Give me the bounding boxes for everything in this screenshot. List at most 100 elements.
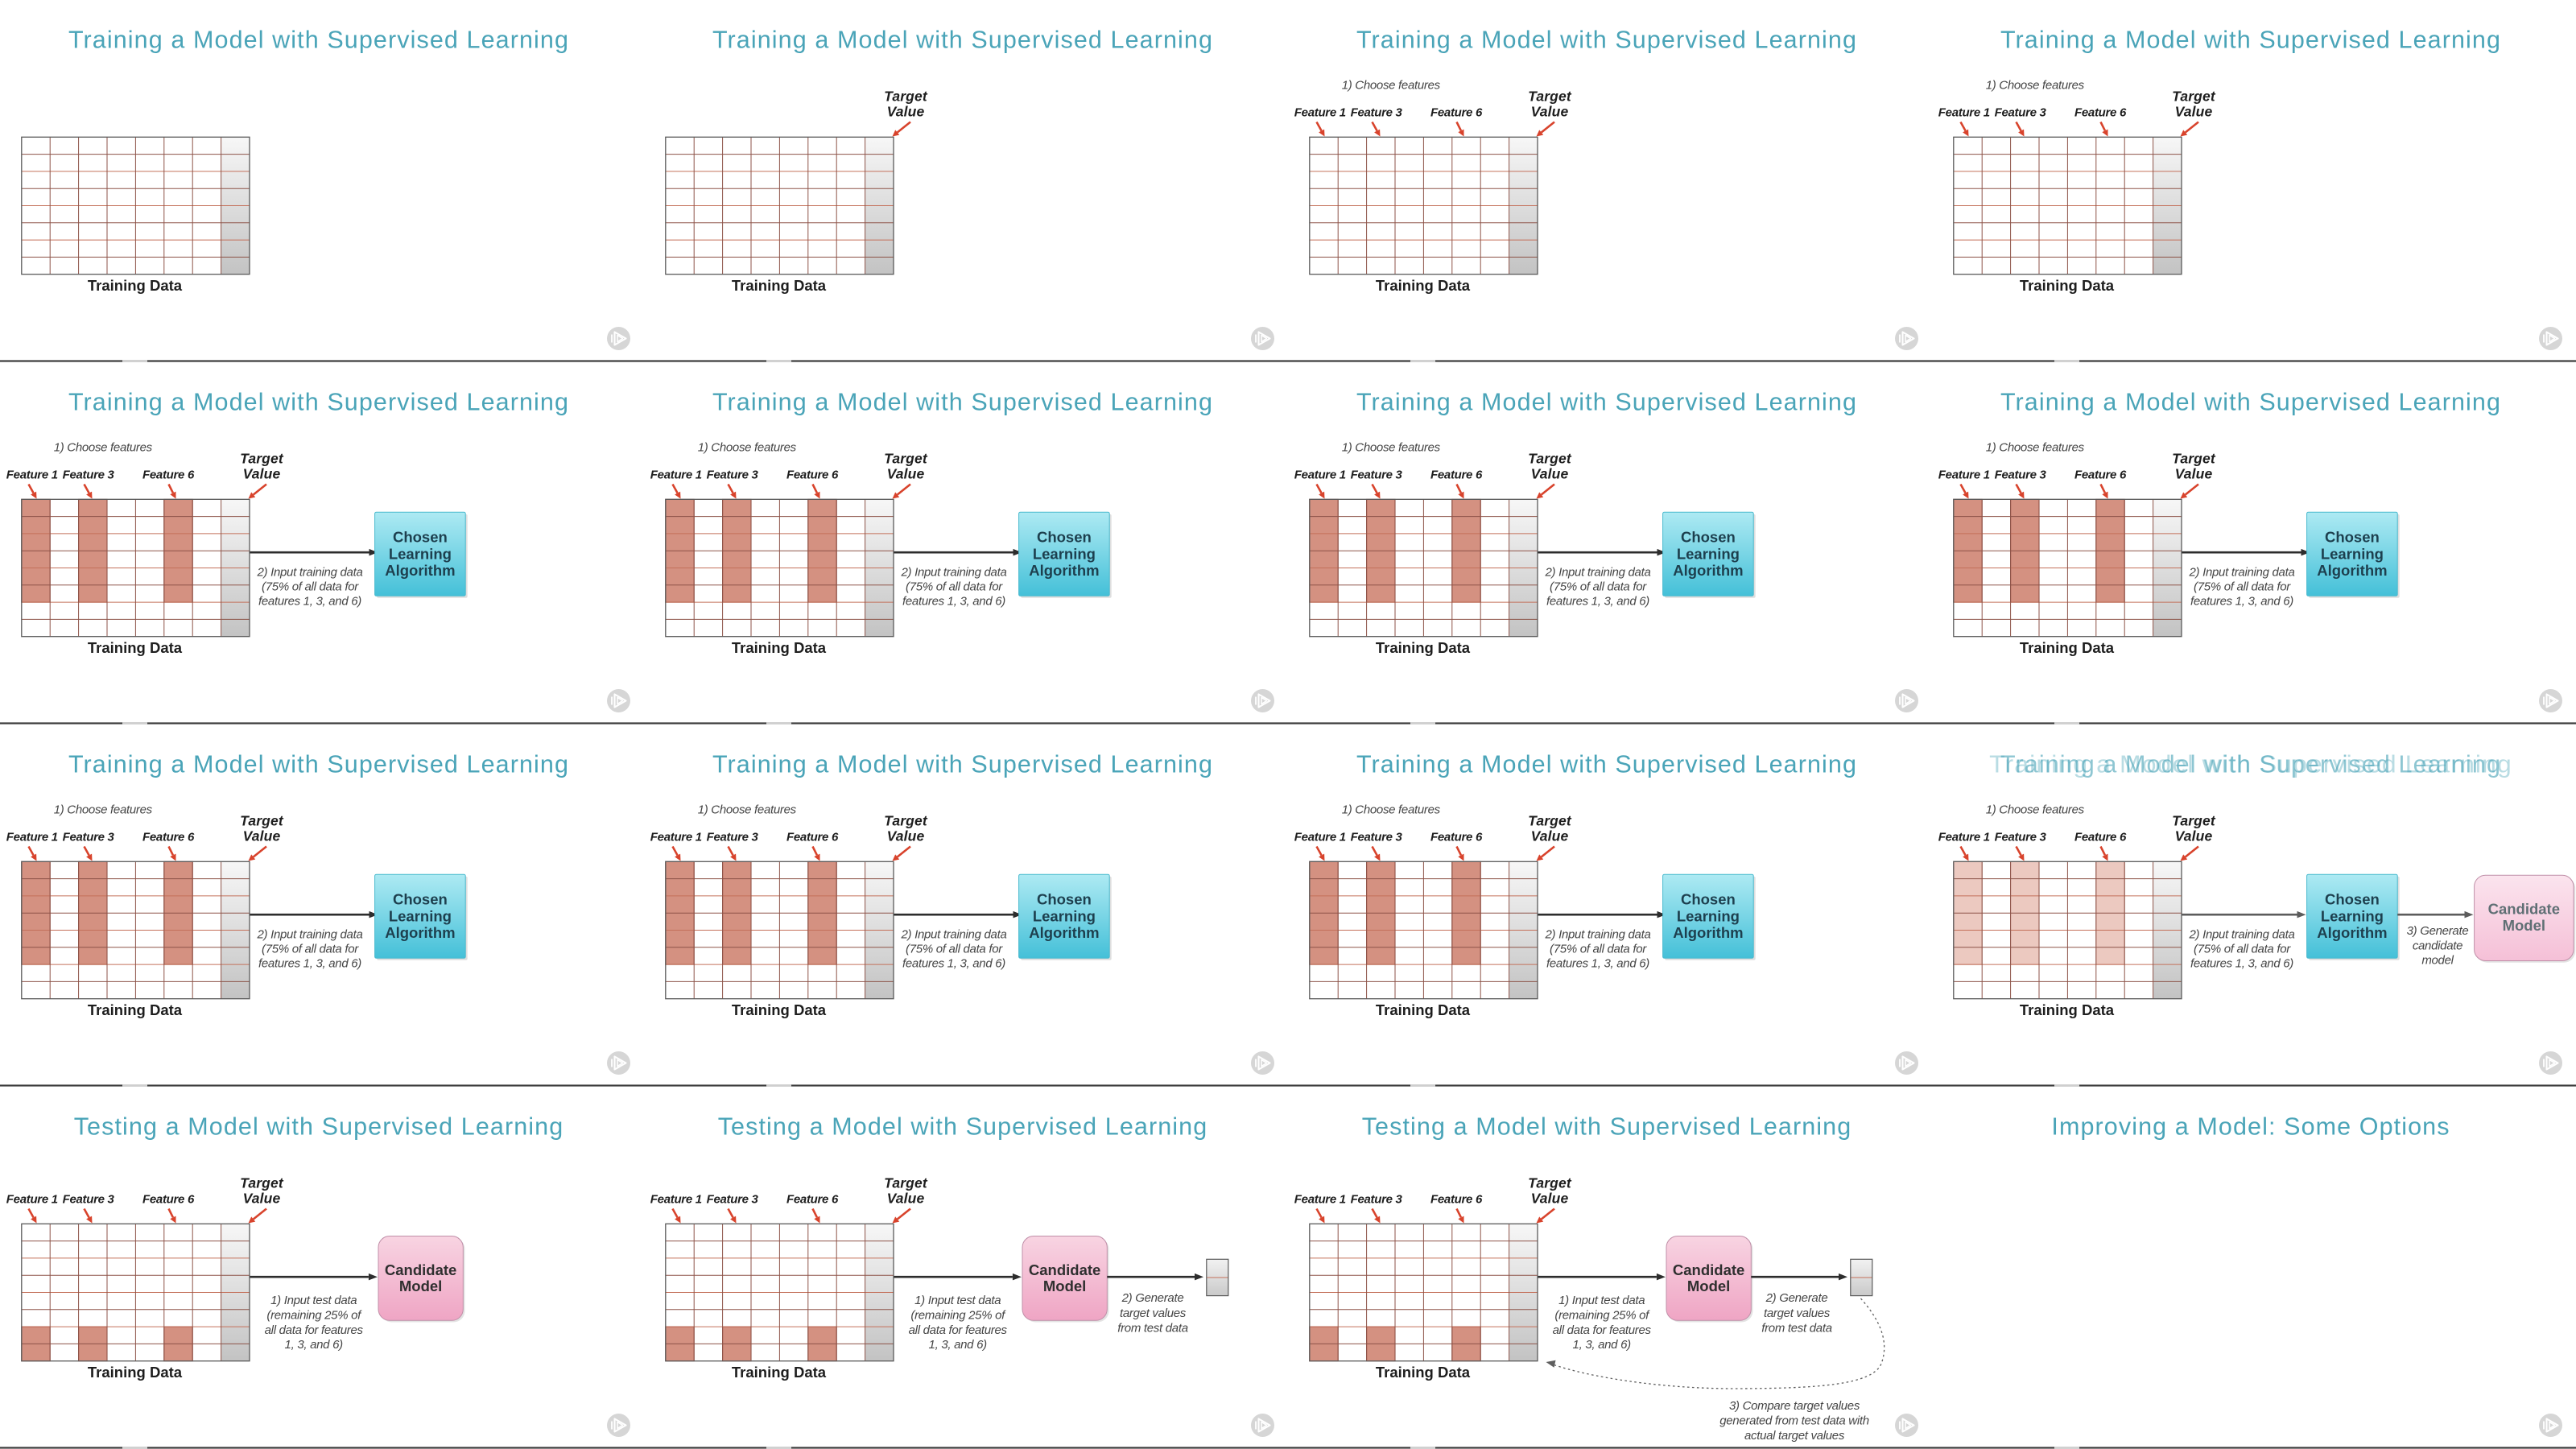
svg-text:1) Choose features: 1) Choose features [1986,79,2085,93]
svg-text:features 1, 3, and 6): features 1, 3, and 6) [902,957,1005,971]
svg-text:2) Input training data: 2) Input training data [2189,928,2295,942]
svg-text:Training a Model with Supervis: Training a Model with Supervised Learnin… [712,751,1213,778]
svg-text:target values: target values [1120,1307,1187,1320]
svg-text:(75% of all data for: (75% of all data for [2194,943,2291,956]
svg-text:Feature 6: Feature 6 [1430,468,1483,481]
svg-text:Learning: Learning [1677,907,1740,924]
svg-text:Feature 3: Feature 3 [63,1192,115,1206]
svg-text:Learning: Learning [1677,545,1740,562]
svg-text:2) Generate: 2) Generate [1765,1291,1828,1305]
svg-text:(75% of all data for: (75% of all data for [262,943,359,956]
svg-text:1) Choose features: 1) Choose features [698,803,797,817]
svg-text:Chosen: Chosen [393,529,448,546]
svg-text:2) Input training data: 2) Input training data [1545,928,1651,942]
svg-text:Training a Model with Supervis: Training a Model with Supervised Learnin… [712,389,1213,416]
svg-text:1, 3, and 6): 1, 3, and 6) [285,1338,344,1352]
svg-text:Training Data: Training Data [88,277,183,294]
svg-text:Model: Model [2503,917,2545,934]
svg-text:1) Input test data: 1) Input test data [1558,1294,1645,1307]
svg-text:Testing a Model with Supervise: Testing a Model with Supervised Learning [718,1113,1208,1141]
svg-text:Feature 3: Feature 3 [1351,468,1403,481]
svg-text:Training Data: Training Data [2020,277,2115,294]
svg-text:Value: Value [887,465,925,481]
svg-text:Candidate: Candidate [1029,1261,1100,1278]
svg-text:Feature 3: Feature 3 [1995,468,2047,481]
svg-text:1) Choose features: 1) Choose features [54,803,153,817]
svg-text:Value: Value [243,465,281,481]
svg-text:Algorithm: Algorithm [1673,924,1743,941]
svg-text:1) Choose features: 1) Choose features [1986,803,2085,817]
svg-text:1, 3, and 6): 1, 3, and 6) [929,1338,988,1352]
svg-text:features 1, 3, and 6): features 1, 3, and 6) [902,595,1005,609]
svg-text:Training Data: Training Data [2020,639,2115,656]
svg-text:Target: Target [1528,813,1572,829]
svg-text:Value: Value [887,828,925,844]
svg-text:2) Input training data: 2) Input training data [901,928,1007,942]
svg-text:(75% of all data for: (75% of all data for [1550,943,1647,956]
svg-text:Training a Model with Supervis: Training a Model with Supervised Learnin… [68,27,569,54]
svg-text:Feature 3: Feature 3 [63,468,115,481]
svg-text:Feature 3: Feature 3 [707,1192,759,1206]
svg-text:Training Data: Training Data [732,1364,827,1381]
svg-text:Feature 1: Feature 1 [1294,105,1346,119]
svg-text:Value: Value [1531,828,1569,844]
svg-text:Value: Value [2175,828,2213,844]
svg-text:Training a Model with Supervis: Training a Model with Supervised Learnin… [712,27,1213,54]
svg-text:Testing a Model with Supervise: Testing a Model with Supervised Learning [1362,1113,1852,1141]
svg-text:Target: Target [1528,89,1572,105]
svg-text:Chosen: Chosen [2325,891,2380,908]
svg-text:Value: Value [2175,103,2213,119]
svg-text:Training a Model with Supervis: Training a Model with Supervised Learnin… [1356,389,1857,416]
svg-text:Training Data: Training Data [88,639,183,656]
svg-text:Model: Model [1043,1278,1086,1294]
svg-text:Testing a Model with Supervise: Testing a Model with Supervised Learning [74,1113,564,1141]
svg-text:Training a Model with Supervis: Training a Model with Supervised Learnin… [2000,27,2501,54]
svg-text:Target: Target [240,1175,284,1191]
svg-text:Training Data: Training Data [1376,277,1471,294]
svg-text:all data for features: all data for features [909,1323,1008,1337]
svg-text:Candidate: Candidate [385,1261,456,1278]
svg-text:2) Input training data: 2) Input training data [901,566,1007,580]
svg-text:Target: Target [884,89,928,105]
svg-text:features 1, 3, and 6): features 1, 3, and 6) [2190,595,2293,609]
svg-text:Algorithm: Algorithm [385,924,455,941]
svg-text:Training Data: Training Data [732,1001,827,1018]
svg-text:Training Data: Training Data [1376,1001,1471,1018]
svg-text:Chosen: Chosen [393,891,448,908]
svg-text:Training a Model with Supervis: Training a Model with Supervised Learnin… [68,389,569,416]
svg-text:Chosen: Chosen [1037,891,1092,908]
svg-text:Training a Model with Supervis: Training a Model with Supervised Learnin… [1356,27,1857,54]
svg-text:features 1, 3, and 6): features 1, 3, and 6) [1546,957,1649,971]
svg-text:Feature 6: Feature 6 [2074,830,2127,844]
svg-text:(remaining 25% of: (remaining 25% of [266,1308,362,1322]
svg-text:Feature 1: Feature 1 [1938,105,1990,119]
svg-text:Feature 3: Feature 3 [707,468,759,481]
svg-text:1) Choose features: 1) Choose features [1342,803,1441,817]
svg-text:Learning: Learning [389,907,452,924]
svg-text:Feature 6: Feature 6 [2074,468,2127,481]
svg-text:Feature 1: Feature 1 [1938,468,1990,481]
svg-text:(remaining 25% of: (remaining 25% of [910,1308,1006,1322]
svg-text:Feature 6: Feature 6 [786,468,839,481]
svg-text:Algorithm: Algorithm [385,562,455,579]
svg-text:Value: Value [2175,465,2213,481]
svg-text:(75% of all data for: (75% of all data for [906,943,1003,956]
svg-text:Algorithm: Algorithm [1029,562,1099,579]
svg-text:from test data: from test data [1117,1322,1188,1335]
svg-text:Value: Value [1531,1190,1569,1206]
svg-text:candidate: candidate [2413,939,2462,952]
svg-text:2) Generate: 2) Generate [1121,1291,1184,1305]
svg-text:Target: Target [2172,451,2216,467]
svg-text:2) Input training data: 2) Input training data [1545,566,1651,580]
svg-text:1) Choose features: 1) Choose features [1342,79,1441,93]
svg-text:Feature 1: Feature 1 [6,1192,58,1206]
svg-text:actual target values: actual target values [1744,1429,1845,1443]
svg-text:Feature 6: Feature 6 [142,830,195,844]
svg-text:Feature 1: Feature 1 [1938,830,1990,844]
svg-text:Target: Target [2172,89,2216,105]
svg-text:Chosen: Chosen [1681,529,1736,546]
svg-text:from test data: from test data [1761,1322,1832,1335]
svg-text:1) Choose features: 1) Choose features [54,441,153,455]
svg-text:(75% of all data for: (75% of all data for [2194,580,2291,594]
svg-text:1) Choose features: 1) Choose features [698,441,797,455]
